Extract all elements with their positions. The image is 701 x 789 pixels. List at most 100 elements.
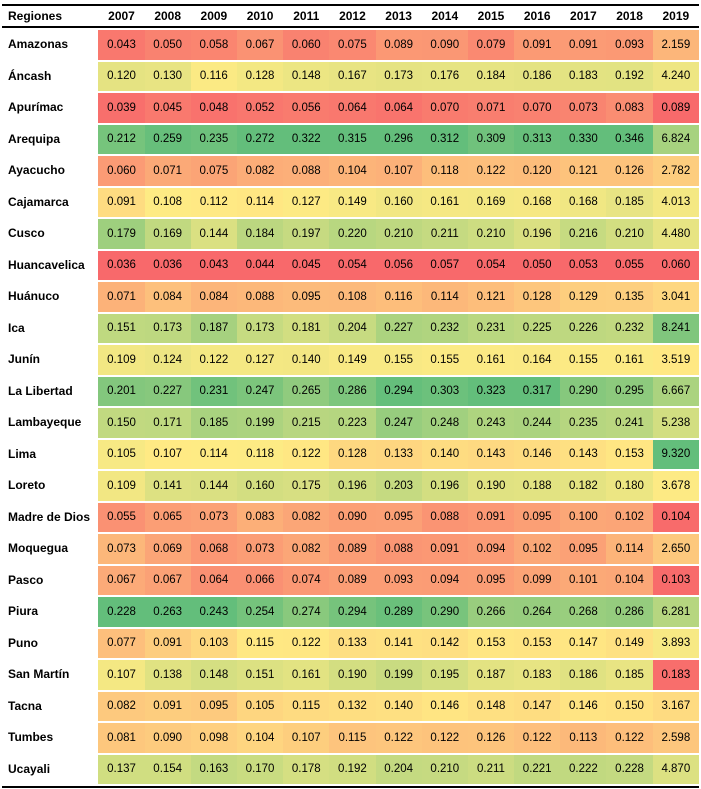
heatmap-cell: 0.221 bbox=[514, 754, 561, 784]
heatmap-cell: 0.058 bbox=[190, 30, 237, 60]
heatmap-cell: 0.241 bbox=[606, 408, 653, 438]
heatmap-cell: 0.185 bbox=[190, 408, 237, 438]
table-row: Puno 0.077 0.091 0.103 0.115 0.122 0.133 0.141 0… bbox=[2, 628, 699, 658]
heatmap-cell: 0.235 bbox=[190, 124, 237, 154]
heatmap-cell: 0.315 bbox=[329, 124, 376, 154]
heatmap-cell: 0.064 bbox=[329, 93, 376, 123]
heatmap-cell: 0.114 bbox=[606, 534, 653, 564]
heatmap-cell: 0.244 bbox=[514, 408, 561, 438]
column-header-2017: 2017 bbox=[560, 4, 607, 28]
region-label: Ayacucho bbox=[2, 156, 99, 186]
region-label: Lima bbox=[2, 439, 99, 469]
heatmap-cell: 0.101 bbox=[560, 565, 607, 595]
heatmap-cell: 0.147 bbox=[514, 691, 561, 721]
column-header-2010: 2010 bbox=[236, 4, 284, 28]
table-row: Cajamarca 0.091 0.108 0.112 0.114 0.127 0.149 0… bbox=[2, 187, 699, 217]
heatmap-cell: 0.056 bbox=[375, 250, 422, 280]
table-row: Tumbes 0.081 0.090 0.098 0.104 0.107 0.115 0.12… bbox=[2, 723, 699, 753]
table-row: Loreto 0.109 0.141 0.144 0.160 0.175 0.196 0.20… bbox=[2, 471, 699, 501]
heatmap-cell: 0.187 bbox=[190, 313, 237, 343]
table-row: Amazonas 0.043 0.050 0.058 0.067 0.060 0.075 0.… bbox=[2, 30, 699, 60]
heatmap-cell: 0.211 bbox=[467, 754, 515, 784]
heatmap-cell: 0.121 bbox=[467, 282, 515, 312]
heatmap-cell: 0.073 bbox=[98, 534, 145, 564]
region-label: Lambayeque bbox=[2, 408, 99, 438]
heatmap-cell: 0.050 bbox=[514, 250, 561, 280]
table-row: Madre de Dios 0.055 0.065 0.073 0.083 0.082 0.… bbox=[2, 502, 699, 532]
heatmap-cell: 0.107 bbox=[98, 660, 145, 690]
heatmap-cell: 0.151 bbox=[236, 660, 284, 690]
heatmap-cell: 0.052 bbox=[236, 93, 284, 123]
region-label: Cajamarca bbox=[2, 187, 99, 217]
heatmap-cell: 0.091 bbox=[421, 534, 468, 564]
heatmap-cell: 4.240 bbox=[652, 61, 699, 91]
heatmap-cell: 0.102 bbox=[514, 534, 561, 564]
heatmap-cell: 0.128 bbox=[329, 439, 376, 469]
column-header-2015: 2015 bbox=[467, 4, 515, 28]
heatmap-cell: 0.296 bbox=[375, 124, 422, 154]
heatmap-cell: 0.084 bbox=[144, 282, 191, 312]
heatmap-cell: 0.095 bbox=[560, 534, 607, 564]
table-row: Áncash 0.120 0.130 0.116 0.128 0.148 0.167 0.17… bbox=[2, 61, 699, 91]
heatmap-cell: 0.126 bbox=[467, 723, 515, 753]
heatmap-cell: 0.113 bbox=[560, 723, 607, 753]
table-row: Ica 0.151 0.173 0.187 0.173 0.181 0.204 0.227 0.… bbox=[2, 313, 699, 343]
heatmap-cell: 0.070 bbox=[421, 93, 468, 123]
heatmap-cell: 0.120 bbox=[514, 156, 561, 186]
heatmap-cell: 0.073 bbox=[190, 502, 237, 532]
heatmap-cell: 6.667 bbox=[652, 376, 699, 406]
heatmap-cell: 0.129 bbox=[560, 282, 607, 312]
heatmap-cell: 0.128 bbox=[514, 282, 561, 312]
heatmap-cell: 0.185 bbox=[606, 660, 653, 690]
heatmap-cell: 0.183 bbox=[514, 660, 561, 690]
heatmap-cell: 0.164 bbox=[514, 345, 561, 375]
heatmap-cell: 0.155 bbox=[375, 345, 422, 375]
heatmap-cell: 0.322 bbox=[283, 124, 330, 154]
heatmap-cell: 0.290 bbox=[560, 376, 607, 406]
heatmap-cell: 0.048 bbox=[190, 93, 237, 123]
table-row: Arequipa 0.212 0.259 0.235 0.272 0.322 0.315 0.… bbox=[2, 124, 699, 154]
heatmap-cell: 0.045 bbox=[283, 250, 330, 280]
heatmap-cell: 0.090 bbox=[329, 502, 376, 532]
heatmap-cell: 0.294 bbox=[375, 376, 422, 406]
heatmap-cell: 2.598 bbox=[652, 723, 699, 753]
heatmap-cell: 0.173 bbox=[375, 61, 422, 91]
heatmap-cell: 0.067 bbox=[98, 565, 145, 595]
heatmap-cell: 0.127 bbox=[283, 187, 330, 217]
heatmap-cell: 0.105 bbox=[236, 691, 284, 721]
heatmap-cell: 0.077 bbox=[98, 628, 145, 658]
heatmap-cell: 0.247 bbox=[375, 408, 422, 438]
heatmap-cell: 0.083 bbox=[236, 502, 284, 532]
heatmap-cell: 0.060 bbox=[652, 250, 699, 280]
heatmap-cell: 0.187 bbox=[467, 660, 515, 690]
table-row: Piura 0.228 0.263 0.243 0.254 0.274 0.294 0.289… bbox=[2, 597, 699, 627]
heatmap-cell: 0.153 bbox=[514, 628, 561, 658]
table-row: Huánuco 0.071 0.084 0.084 0.088 0.095 0.108 0.1… bbox=[2, 282, 699, 312]
heatmap-cell: 0.066 bbox=[236, 565, 284, 595]
heatmap-cell: 0.083 bbox=[606, 93, 653, 123]
heatmap-cell: 0.099 bbox=[514, 565, 561, 595]
column-header-2013: 2013 bbox=[375, 4, 422, 28]
heatmap-cell: 0.122 bbox=[283, 439, 330, 469]
heatmap-cell: 0.196 bbox=[514, 219, 561, 249]
heatmap-cell: 0.186 bbox=[560, 660, 607, 690]
heatmap-cell: 0.114 bbox=[421, 282, 468, 312]
heatmap-cell: 0.154 bbox=[144, 754, 191, 784]
heatmap-cell: 0.141 bbox=[375, 628, 422, 658]
heatmap-cell: 0.210 bbox=[467, 219, 515, 249]
heatmap-cell: 0.103 bbox=[652, 565, 699, 595]
heatmap-cell: 0.107 bbox=[144, 439, 191, 469]
heatmap-cell: 0.122 bbox=[606, 723, 653, 753]
heatmap-cell: 0.081 bbox=[98, 723, 145, 753]
heatmap-cell: 0.227 bbox=[375, 313, 422, 343]
heatmap-cell: 0.124 bbox=[144, 345, 191, 375]
heatmap-cell: 0.144 bbox=[190, 219, 237, 249]
heatmap-cell: 0.309 bbox=[467, 124, 515, 154]
heatmap-cell: 0.053 bbox=[560, 250, 607, 280]
heatmap-cell: 0.105 bbox=[98, 439, 145, 469]
heatmap-cell: 0.107 bbox=[375, 156, 422, 186]
region-label: La Libertad bbox=[2, 376, 99, 406]
heatmap-cell: 0.091 bbox=[514, 30, 561, 60]
heatmap-cell: 0.091 bbox=[560, 30, 607, 60]
heatmap-cell: 0.178 bbox=[283, 754, 330, 784]
